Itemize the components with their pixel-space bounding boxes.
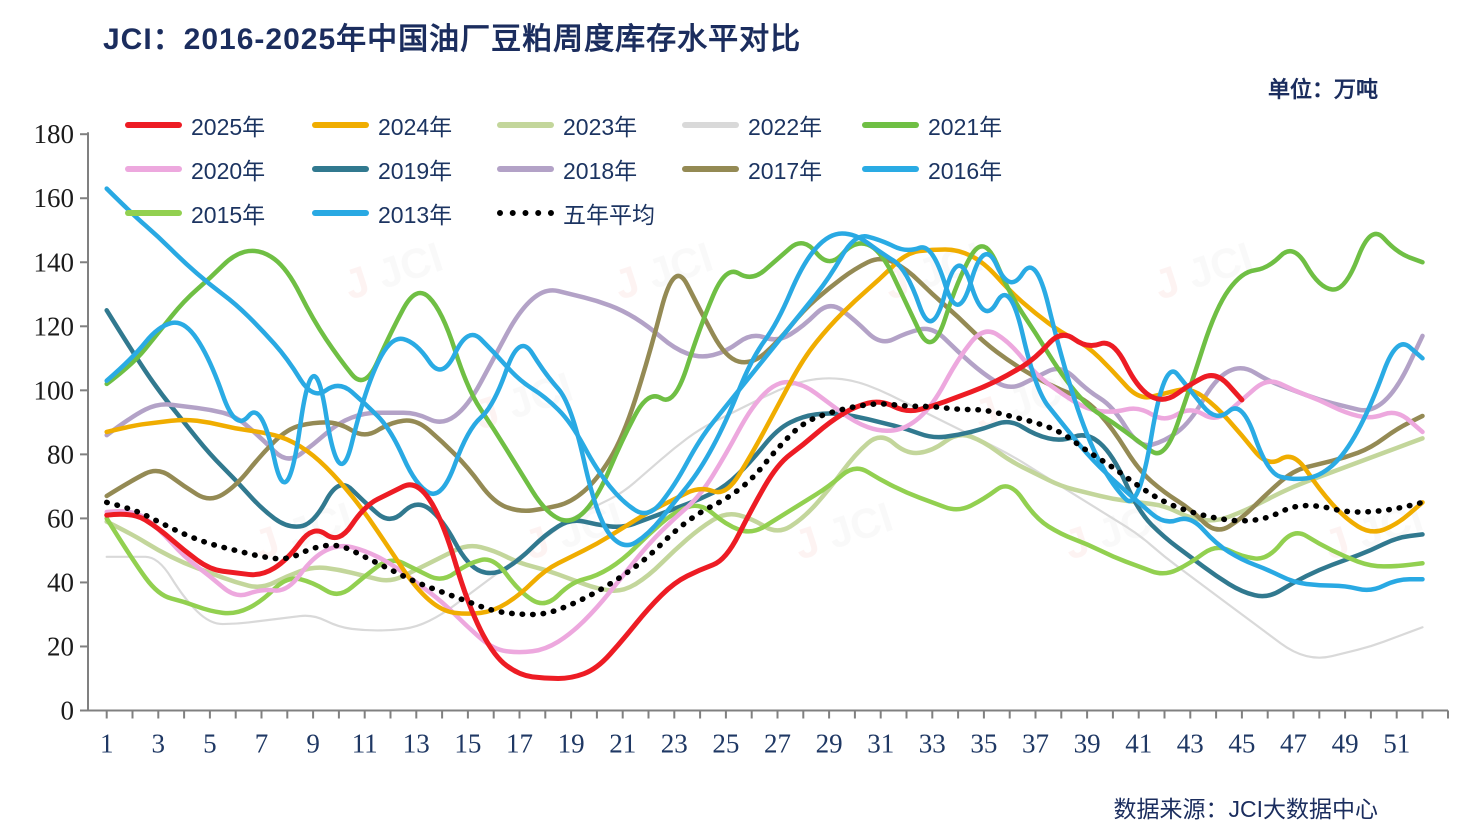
y-tick-label: 140 [34,247,75,277]
series-line-2017年 [104,256,1425,532]
legend-item-2021年: 2021年 [862,112,1002,140]
x-tick-label: 49 [1332,729,1359,759]
x-tick-label: 3 [152,729,166,759]
x-tick-label: 41 [1125,729,1152,759]
series-line-2019年 [104,308,1425,599]
x-tick-label: 47 [1280,729,1307,759]
legend-item-五年平均: 五年平均 [497,200,655,228]
legend-item-2023年: 2023年 [497,112,637,140]
legend-swatch [862,166,919,172]
legend-swatch [312,166,369,172]
y-tick-label: 180 [34,119,75,149]
y-tick-label: 100 [34,375,75,405]
y-tick-label: 80 [47,439,74,469]
x-tick-label: 31 [867,729,894,759]
legend-label: 2024年 [378,114,453,140]
legend-swatch [862,122,919,128]
y-tick-label: 160 [34,183,75,213]
legend-swatch [312,122,369,128]
x-tick-label: 37 [1022,729,1049,759]
legend-swatch [497,122,554,128]
legend-item-2025年: 2025年 [125,112,265,140]
legend-swatch [682,166,739,172]
legend-swatch [125,210,182,216]
series-line-2013年 [104,186,1425,593]
x-tick-label: 39 [1074,729,1101,759]
series-line-2015年 [104,466,1425,616]
series-line-2021年 [104,231,1425,523]
series-line-五年平均 [103,401,1426,618]
y-tick-label: 120 [34,311,75,341]
x-tick-label: 45 [1228,729,1255,759]
x-tick-label: 29 [816,729,843,759]
legend-item-2019年: 2019年 [312,156,452,184]
series-line-2020年 [104,329,1425,655]
x-tick-label: 7 [255,729,269,759]
y-tick-label: 0 [61,696,75,726]
legend-label: 2013年 [378,202,453,228]
legend-item-2017年: 2017年 [682,156,822,184]
legend-item-2018年: 2018年 [497,156,637,184]
x-tick-label: 1 [100,729,114,759]
legend-label: 2019年 [378,158,453,184]
legend-item-2020年: 2020年 [125,156,265,184]
x-tick-label: 21 [609,729,636,759]
x-tick-label: 23 [661,729,688,759]
x-tick-label: 33 [919,729,946,759]
legend-label: 2021年 [928,114,1003,140]
watermark: J JCI [1148,233,1258,309]
legend-label: 2022年 [748,114,823,140]
legend-item-2022年: 2022年 [682,112,822,140]
legend-label: 2018年 [563,158,638,184]
x-tick-label: 25 [712,729,739,759]
legend-item-2016年: 2016年 [862,156,1002,184]
x-tick-label: 13 [403,729,430,759]
y-tick-label: 60 [47,503,74,533]
legend-item-2024年: 2024年 [312,112,452,140]
series-line-2024年 [104,247,1425,616]
legend-label: 2017年 [748,158,823,184]
x-tick-label: 27 [764,729,791,759]
chart-title: JCI：2016-2025年中国油厂豆粕周度库存水平对比 [103,23,802,56]
x-tick-label: 11 [352,729,378,759]
legend-swatch [497,210,554,216]
x-tick-label: 17 [506,729,533,759]
legend-label: 2015年 [191,202,266,228]
x-tick-label: 35 [970,729,997,759]
series-line-2025年 [104,332,1245,681]
data-source-label: 数据来源：JCI大数据中心 [1113,796,1379,822]
y-tick-label: 20 [47,631,74,661]
legend-swatch [497,166,554,172]
legend-label: 2025年 [191,114,266,140]
legend-item-2015年: 2015年 [125,200,265,228]
legend-label: 2023年 [563,114,638,140]
legend-label: 2020年 [191,158,266,184]
legend-item-2013年: 2013年 [312,200,452,228]
legend-label: 2016年 [928,158,1003,184]
legend-label: 五年平均 [563,202,655,228]
x-tick-label: 43 [1177,729,1204,759]
x-tick-label: 51 [1383,729,1410,759]
legend-swatch [682,122,739,128]
x-tick-label: 15 [454,729,481,759]
x-tick-label: 19 [558,729,585,759]
unit-label: 单位：万吨 [1267,77,1378,102]
legend-swatch [125,122,182,128]
x-tick-label: 5 [203,729,217,759]
y-tick-label: 40 [47,567,74,597]
watermark: J JCI [788,493,898,569]
legend-swatch [312,210,369,216]
series-line-2016年 [104,234,1425,516]
legend-swatch [125,166,182,172]
x-tick-label: 9 [306,729,320,759]
